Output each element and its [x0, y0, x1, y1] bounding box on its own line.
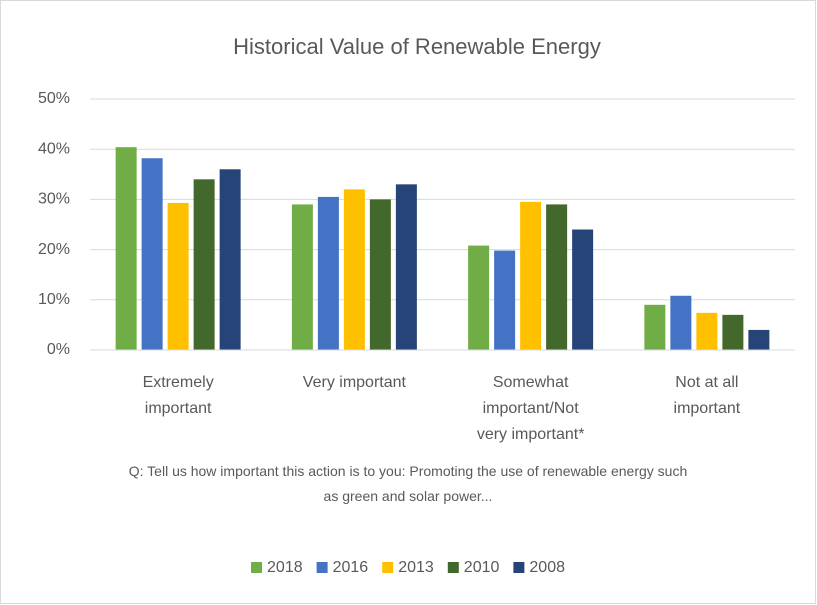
x-tick-label: Not at all important	[674, 374, 741, 417]
bar	[748, 329, 770, 350]
bar	[167, 202, 189, 350]
bar	[520, 201, 542, 350]
legend-label: 2008	[529, 559, 565, 576]
bar	[546, 204, 568, 350]
chart-title: Historical Value of Renewable Energy	[233, 34, 601, 59]
y-tick-label: 40%	[38, 140, 70, 157]
bar	[696, 312, 718, 350]
legend-swatch	[513, 562, 525, 573]
text-line: Not at all	[675, 374, 738, 391]
x-tick-label: Extremely important	[143, 374, 214, 417]
bar	[193, 179, 215, 350]
bar	[115, 147, 137, 350]
bar	[572, 229, 594, 350]
legend-item: 2016	[316, 559, 369, 576]
legend-swatch	[251, 562, 263, 573]
bar	[369, 199, 391, 350]
legend-swatch	[382, 562, 394, 573]
text-line: important/Not	[483, 400, 580, 417]
bar	[317, 196, 339, 350]
text-line: important	[674, 400, 741, 417]
legend-label: 2013	[398, 559, 434, 576]
legend-item: 2013	[382, 559, 434, 576]
x-tick-label: Somewhat important/Not very important*	[477, 374, 585, 443]
legend-label: 2010	[464, 559, 500, 576]
legend-label: 2018	[267, 559, 303, 576]
bar	[644, 304, 666, 350]
text-line: Q: Tell us how important this action is …	[129, 463, 687, 479]
text-line: Somewhat	[493, 374, 569, 391]
y-tick-label: 50%	[38, 90, 70, 107]
y-tick-label: 30%	[38, 191, 70, 208]
legend-swatch	[316, 562, 328, 573]
bar	[494, 250, 516, 350]
annotation: Q: Tell us how important this action is …	[129, 463, 687, 504]
y-tick-label: 20%	[38, 241, 70, 258]
legend-label: 2016	[333, 559, 369, 576]
bar	[722, 314, 744, 350]
bar	[141, 158, 163, 350]
legend-swatch	[447, 562, 459, 573]
text-line: very important*	[477, 426, 585, 443]
bar	[395, 184, 417, 350]
legend-item: 2018	[251, 559, 303, 576]
legend-item: 2008	[513, 559, 565, 576]
x-tick-label: Very important	[303, 374, 407, 391]
text-line: important	[145, 400, 212, 417]
bar	[219, 169, 241, 350]
bar	[343, 189, 365, 350]
y-tick-label: 0%	[47, 341, 70, 358]
text-line: Extremely	[143, 374, 214, 391]
bar	[670, 295, 692, 350]
text-line: Very important	[303, 374, 407, 391]
text-line: as green and solar power...	[324, 488, 493, 504]
y-tick-label: 10%	[38, 291, 70, 308]
bar	[291, 204, 313, 350]
bar	[468, 245, 490, 350]
legend-item: 2010	[447, 559, 500, 576]
